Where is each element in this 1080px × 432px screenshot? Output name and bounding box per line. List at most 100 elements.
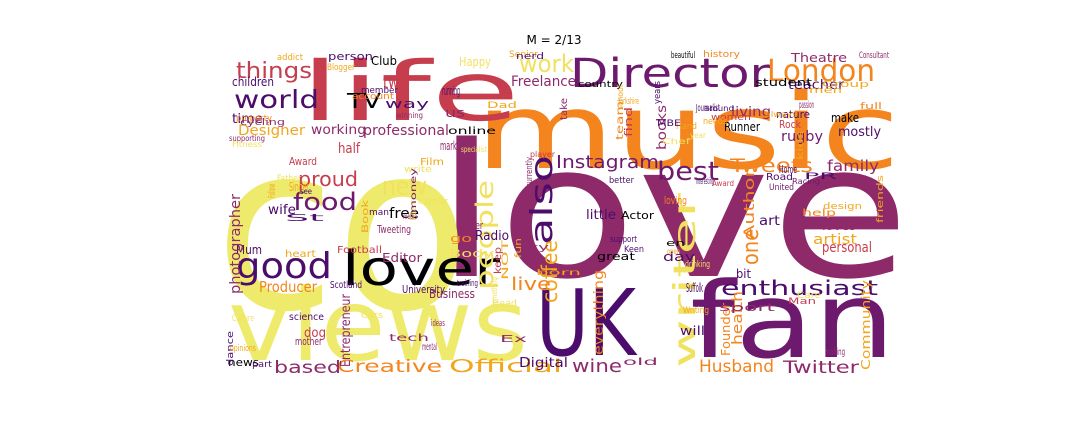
cloud-word: Community <box>859 280 873 370</box>
cloud-word: team <box>615 101 626 140</box>
cloud-word: friends <box>876 175 886 223</box>
cloud-word: better <box>609 176 634 186</box>
cloud-word: Author <box>742 169 758 239</box>
cloud-word: Father <box>277 174 301 184</box>
cloud-word: property <box>236 114 273 124</box>
cloud-word: sport <box>719 301 776 314</box>
cloud-word: Blogger <box>327 63 355 73</box>
cloud-word: Road <box>766 172 793 183</box>
cloud-word: us <box>445 106 465 120</box>
cloud-word: life <box>300 45 520 140</box>
cloud-word: Club <box>371 54 397 68</box>
cloud-word: currently <box>525 157 535 187</box>
cloud-word: year <box>690 131 707 140</box>
cloud-word: Digital <box>519 356 568 371</box>
cloud-word: account <box>352 92 395 102</box>
cloud-word: MBE <box>657 119 681 129</box>
cloud-word: student <box>755 76 813 89</box>
cloud-word: around <box>704 104 734 113</box>
cloud-word: man <box>369 208 389 218</box>
cloud-word: wife <box>268 203 296 218</box>
cloud-word: live <box>511 274 551 295</box>
cloud-word: school <box>616 85 625 110</box>
cloud-word: Yorkshire <box>617 97 639 107</box>
cloud-word: work <box>519 50 574 78</box>
cloud-word: working <box>311 123 366 138</box>
cloud-word: Hand <box>676 122 697 132</box>
cloud-word: nerd <box>516 52 544 62</box>
cloud-word: Entrepreneur <box>339 293 354 367</box>
cloud-word: help <box>802 208 836 219</box>
cloud-word: personal <box>822 240 872 256</box>
cloud-word: addict <box>277 53 303 63</box>
cloud-word: making <box>825 347 845 358</box>
cloud-word: Award <box>289 155 317 168</box>
cloud-word: time <box>232 112 263 127</box>
cloud-word: traveller <box>418 197 448 207</box>
cloud-word: science <box>289 312 324 323</box>
cloud-word: Theatre <box>790 51 847 65</box>
cloud-word: photographer <box>228 194 244 294</box>
cloud-word: music <box>475 71 900 193</box>
cloud-word: world <box>234 85 319 114</box>
cloud-word: artist <box>813 232 858 248</box>
cloud-word: Editor <box>382 251 422 265</box>
cloud-word: Runner <box>724 120 760 134</box>
cloud-word: Racing <box>792 177 820 186</box>
cloud-word: mental <box>422 342 437 353</box>
cloud-word: fan <box>690 260 895 382</box>
cloud-word: Something <box>490 277 499 307</box>
cloud-word: support <box>610 235 637 245</box>
cloud-word: everything <box>592 270 607 355</box>
cloud-word: UK <box>536 270 638 377</box>
cloud-word: Producer <box>259 278 318 296</box>
cloud-word: Tweeting <box>376 223 411 236</box>
cloud-word: Tweets <box>729 155 813 177</box>
cloud-word: years <box>653 81 663 104</box>
cloud-word: Journalist <box>695 103 720 114</box>
cloud-word: lover <box>342 241 500 297</box>
cloud-word: keep <box>493 247 504 274</box>
cloud-word: free <box>389 206 419 222</box>
cloud-word: Actor <box>621 209 655 222</box>
cloud-word: United <box>769 183 794 193</box>
cloud-word: loving <box>664 194 687 207</box>
cloud-word: kids <box>796 131 806 160</box>
cloud-word: full <box>860 102 882 112</box>
cloud-word: two <box>383 73 407 93</box>
cloud-word: write <box>404 165 433 175</box>
cloud-word: design <box>823 202 862 212</box>
cloud-word: Creative <box>337 357 442 377</box>
cloud-word: Film <box>420 157 444 168</box>
cloud-word: Chef <box>662 137 690 146</box>
cloud-word: Award <box>712 179 734 188</box>
cloud-word: Mum <box>236 243 262 257</box>
cloud-word: one <box>739 229 764 265</box>
cloud-word: Culture <box>232 314 254 324</box>
cloud-word: member <box>361 86 398 96</box>
cloud-word: Man <box>788 297 816 307</box>
cloud-word: always <box>765 110 797 119</box>
cloud-word: country <box>578 80 624 90</box>
cloud-word: teacher <box>788 78 845 93</box>
cloud-word: views <box>228 267 528 384</box>
cloud-word: based <box>274 358 341 378</box>
cloud-word: University <box>402 283 445 296</box>
cloud-word: Ex <box>500 334 527 345</box>
cloud-word: Writing <box>683 306 709 316</box>
cloud-word: Official <box>449 356 562 377</box>
cloud-word: tech <box>389 333 429 344</box>
cloud-word: Dad <box>487 101 517 111</box>
chart-title: M = 2/13 <box>526 33 582 47</box>
cloud-word: part <box>252 360 272 370</box>
cloud-word: new <box>382 172 427 202</box>
cloud-word: way <box>385 97 429 111</box>
cloud-word: living <box>731 105 771 120</box>
cloud-word: things <box>236 59 312 84</box>
cloud-word: Keen <box>624 245 644 255</box>
cloud-word: Consultant <box>859 51 889 61</box>
cloud-word: news <box>228 356 259 369</box>
cloud-word: marketing <box>440 139 473 153</box>
cloud-word: children <box>232 75 274 89</box>
